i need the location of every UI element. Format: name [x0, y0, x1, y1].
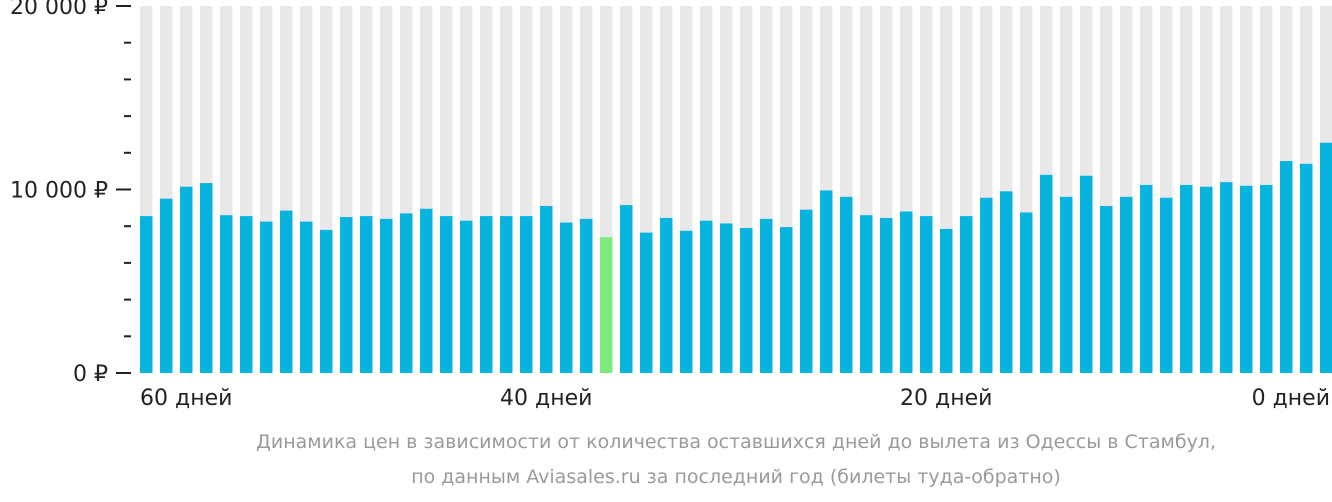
price-bar — [1180, 184, 1193, 373]
price-bar — [460, 220, 473, 373]
price-bar — [1140, 184, 1153, 373]
price-bar — [320, 229, 333, 373]
y-tick-label: 20 000 ₽ — [10, 0, 108, 20]
chart-caption-line-1: Динамика цен в зависимости от количества… — [256, 431, 1216, 453]
price-bar — [600, 237, 613, 373]
price-bar — [1100, 206, 1113, 373]
price-bar — [860, 215, 873, 373]
x-tick-label: 60 дней — [140, 386, 232, 411]
price-bar — [280, 210, 293, 373]
price-bar — [1080, 175, 1093, 373]
price-bar — [1260, 184, 1273, 373]
price-bar — [480, 216, 493, 373]
price-bar — [420, 208, 433, 373]
price-bar — [620, 205, 633, 373]
price-bar — [160, 198, 173, 373]
price-bar — [720, 223, 733, 373]
price-bar — [1200, 186, 1213, 373]
price-bar — [780, 227, 793, 373]
price-bar — [760, 218, 773, 373]
price-bar — [240, 216, 253, 373]
price-bar — [1240, 185, 1253, 373]
price-bar — [440, 216, 453, 373]
price-bar — [360, 216, 373, 373]
x-tick-label: 0 дней — [1252, 386, 1330, 411]
price-bar — [1280, 161, 1293, 373]
price-bar — [260, 221, 273, 373]
price-bar — [340, 217, 353, 373]
price-bar — [380, 218, 393, 373]
x-tick-label: 40 дней — [500, 386, 592, 411]
price-bar — [400, 213, 413, 373]
price-bars — [140, 142, 1332, 373]
price-bar — [940, 228, 953, 373]
price-bar — [960, 216, 973, 373]
price-bar — [700, 220, 713, 373]
price-bar — [200, 183, 213, 373]
price-bar — [560, 222, 573, 373]
price-bar — [1320, 142, 1332, 373]
price-bar — [1160, 197, 1173, 373]
x-tick-label: 20 дней — [900, 386, 992, 411]
price-bar — [680, 230, 693, 373]
price-bar — [1060, 196, 1073, 373]
price-bar — [580, 218, 593, 373]
price-bar — [300, 221, 313, 373]
price-bar — [640, 232, 653, 373]
y-tick-label: 10 000 ₽ — [10, 179, 108, 204]
price-bar — [980, 197, 993, 373]
price-bar — [1000, 191, 1013, 373]
price-bar — [540, 206, 553, 373]
price-bar — [840, 196, 853, 373]
price-bar — [220, 215, 233, 373]
price-bar — [740, 228, 753, 373]
price-bar — [180, 186, 193, 373]
background-bars — [140, 6, 1332, 373]
price-chart: 0 ₽ 10 000 ₽ 20 000 ₽ 60 дней 40 дней 20 дне… — [10, 0, 1332, 411]
chart-caption-line-2: по данным Aviasales.ru за последний год … — [411, 466, 1061, 488]
price-bar — [500, 216, 513, 373]
price-bar — [1220, 182, 1233, 373]
price-bar — [920, 216, 933, 373]
price-bar — [1300, 163, 1313, 373]
price-bar — [800, 209, 813, 373]
y-axis: 0 ₽ 10 000 ₽ 20 000 ₽ — [10, 0, 131, 387]
price-bar — [820, 190, 833, 373]
price-bar — [1020, 212, 1033, 373]
y-tick-label: 0 ₽ — [73, 362, 108, 387]
price-bar — [520, 216, 533, 373]
price-bar — [140, 216, 153, 373]
x-axis: 60 дней 40 дней 20 дней 0 дней — [140, 386, 1330, 411]
price-bar — [660, 217, 673, 373]
price-bar — [1120, 196, 1133, 373]
price-bar — [900, 211, 913, 373]
price-bar — [880, 217, 893, 373]
price-bar — [1040, 174, 1053, 373]
